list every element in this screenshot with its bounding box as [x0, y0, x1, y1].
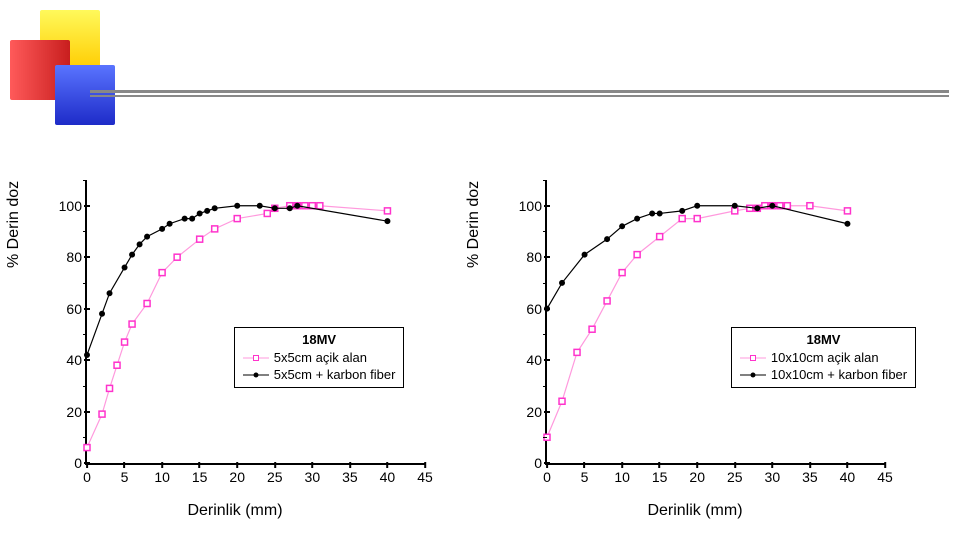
- y-tick: 60: [507, 301, 542, 317]
- x-tick: 40: [380, 469, 396, 485]
- x-tick: 35: [802, 469, 818, 485]
- y-axis-label: % Derin doz: [5, 180, 23, 267]
- header-decoration: [10, 10, 160, 130]
- x-tick: 20: [229, 469, 245, 485]
- x-tick: 25: [267, 469, 283, 485]
- plot-area: 020406080100051015202530354045: [545, 180, 885, 465]
- x-axis-label: Derinlik (mm): [490, 502, 900, 520]
- y-tick: 20: [507, 404, 542, 420]
- data-svg: [547, 180, 885, 463]
- legend-label: 10x10cm + karbon fiber: [771, 367, 907, 382]
- legend: 18MV5x5cm açik alan 5x5cm + karbon fiber: [234, 327, 405, 388]
- x-tick: 30: [765, 469, 781, 485]
- legend-label: 10x10cm açik alan: [771, 350, 879, 365]
- legend-label: 5x5cm + karbon fiber: [274, 367, 396, 382]
- legend-title: 18MV: [740, 332, 907, 349]
- y-tick: 100: [507, 198, 542, 214]
- y-tick: 80: [47, 249, 82, 265]
- legend-row: 10x10cm açik alan: [740, 349, 907, 366]
- plot-area: 020406080100051015202530354045: [85, 180, 425, 465]
- legend-label: 5x5cm açik alan: [274, 350, 367, 365]
- x-tick: 10: [154, 469, 170, 485]
- chart-10x10: % Derin doz 0204060801000510152025303540…: [490, 170, 900, 525]
- data-svg: [87, 180, 425, 463]
- x-tick: 5: [121, 469, 129, 485]
- legend-row: 5x5cm açik alan: [243, 349, 396, 366]
- y-tick: 40: [47, 352, 82, 368]
- y-tick: 0: [47, 455, 82, 471]
- chart-5x5: % Derin doz 0204060801000510152025303540…: [30, 170, 440, 525]
- x-tick: 15: [192, 469, 208, 485]
- y-tick: 100: [47, 198, 82, 214]
- x-axis-label: Derinlik (mm): [30, 502, 440, 520]
- x-tick: 15: [652, 469, 668, 485]
- y-tick: 0: [507, 455, 542, 471]
- legend-row: 10x10cm + karbon fiber: [740, 366, 907, 383]
- x-tick: 45: [877, 469, 893, 485]
- legend-row: 5x5cm + karbon fiber: [243, 366, 396, 383]
- x-tick: 0: [543, 469, 551, 485]
- header-rule: [90, 90, 949, 96]
- y-tick: 20: [47, 404, 82, 420]
- x-tick: 45: [417, 469, 433, 485]
- x-tick: 0: [83, 469, 91, 485]
- x-tick: 35: [342, 469, 358, 485]
- legend-title: 18MV: [243, 332, 396, 349]
- x-tick: 20: [689, 469, 705, 485]
- y-tick: 60: [47, 301, 82, 317]
- x-tick: 40: [840, 469, 856, 485]
- x-tick: 10: [614, 469, 630, 485]
- legend: 18MV10x10cm açik alan 10x10cm + karbon fi…: [731, 327, 916, 388]
- y-tick: 80: [507, 249, 542, 265]
- x-tick: 25: [727, 469, 743, 485]
- x-tick: 5: [581, 469, 589, 485]
- x-tick: 30: [305, 469, 321, 485]
- y-tick: 40: [507, 352, 542, 368]
- y-axis-label: % Derin doz: [465, 180, 483, 267]
